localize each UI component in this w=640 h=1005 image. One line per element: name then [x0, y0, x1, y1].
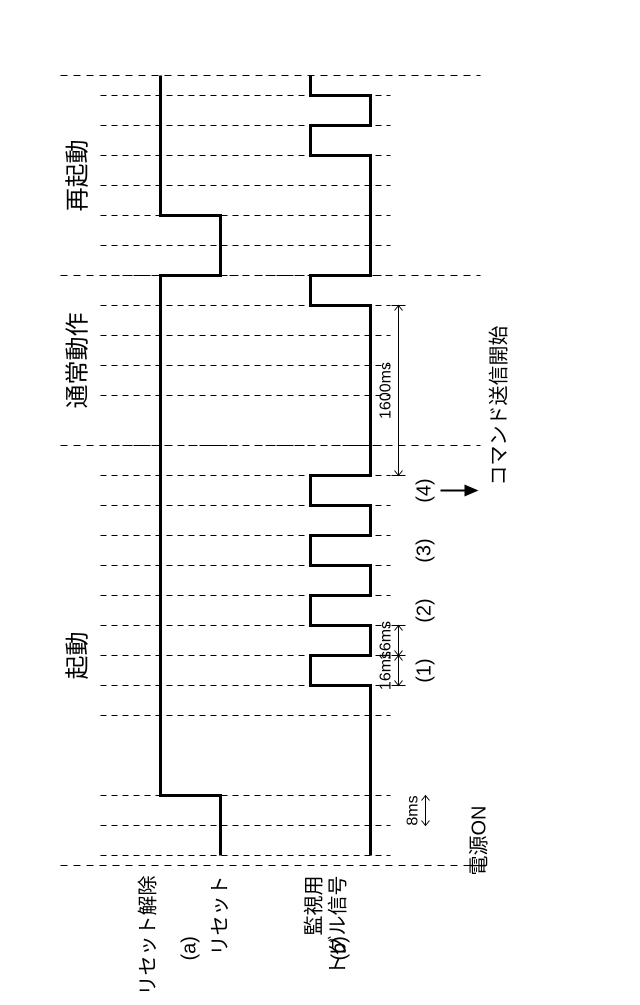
- label-watch: 監視用: [302, 875, 325, 935]
- labels-group: 起動通常動作再起動(a)(b)リセット解除リセット監視用トグル信号(1)(2)(…: [64, 139, 510, 995]
- signal-a-reset: [160, 75, 220, 855]
- label-reset-release: リセット解除: [136, 875, 159, 995]
- timing-dimensions: 8ms16ms16ms1600ms: [377, 305, 429, 825]
- label-command-start: コマンド送信開始: [487, 325, 510, 485]
- signal-b-toggle: [310, 75, 370, 855]
- count-mark: (2): [413, 598, 435, 622]
- phase-label-normal: 通常動作: [64, 312, 91, 408]
- count-mark: (4): [413, 478, 435, 502]
- count-mark: (3): [413, 538, 435, 562]
- count-mark: (1): [413, 658, 435, 682]
- phase-label-restart: 再起動: [64, 139, 91, 211]
- row-label-a: (a): [178, 936, 200, 960]
- phase-label-startup: 起動: [64, 631, 91, 679]
- command-start-arrow-icon: [440, 484, 478, 496]
- svg-text:1600ms: 1600ms: [377, 362, 394, 419]
- timeline-break-icon: [140, 997, 390, 1005]
- svg-text:16ms: 16ms: [377, 620, 394, 659]
- label-reset: リセット: [209, 875, 231, 955]
- label-toggle-signal: トグル信号: [326, 875, 349, 975]
- label-power-on: 電源ON: [467, 805, 490, 875]
- svg-text:8ms: 8ms: [404, 795, 421, 825]
- phase-separators: [60, 75, 480, 865]
